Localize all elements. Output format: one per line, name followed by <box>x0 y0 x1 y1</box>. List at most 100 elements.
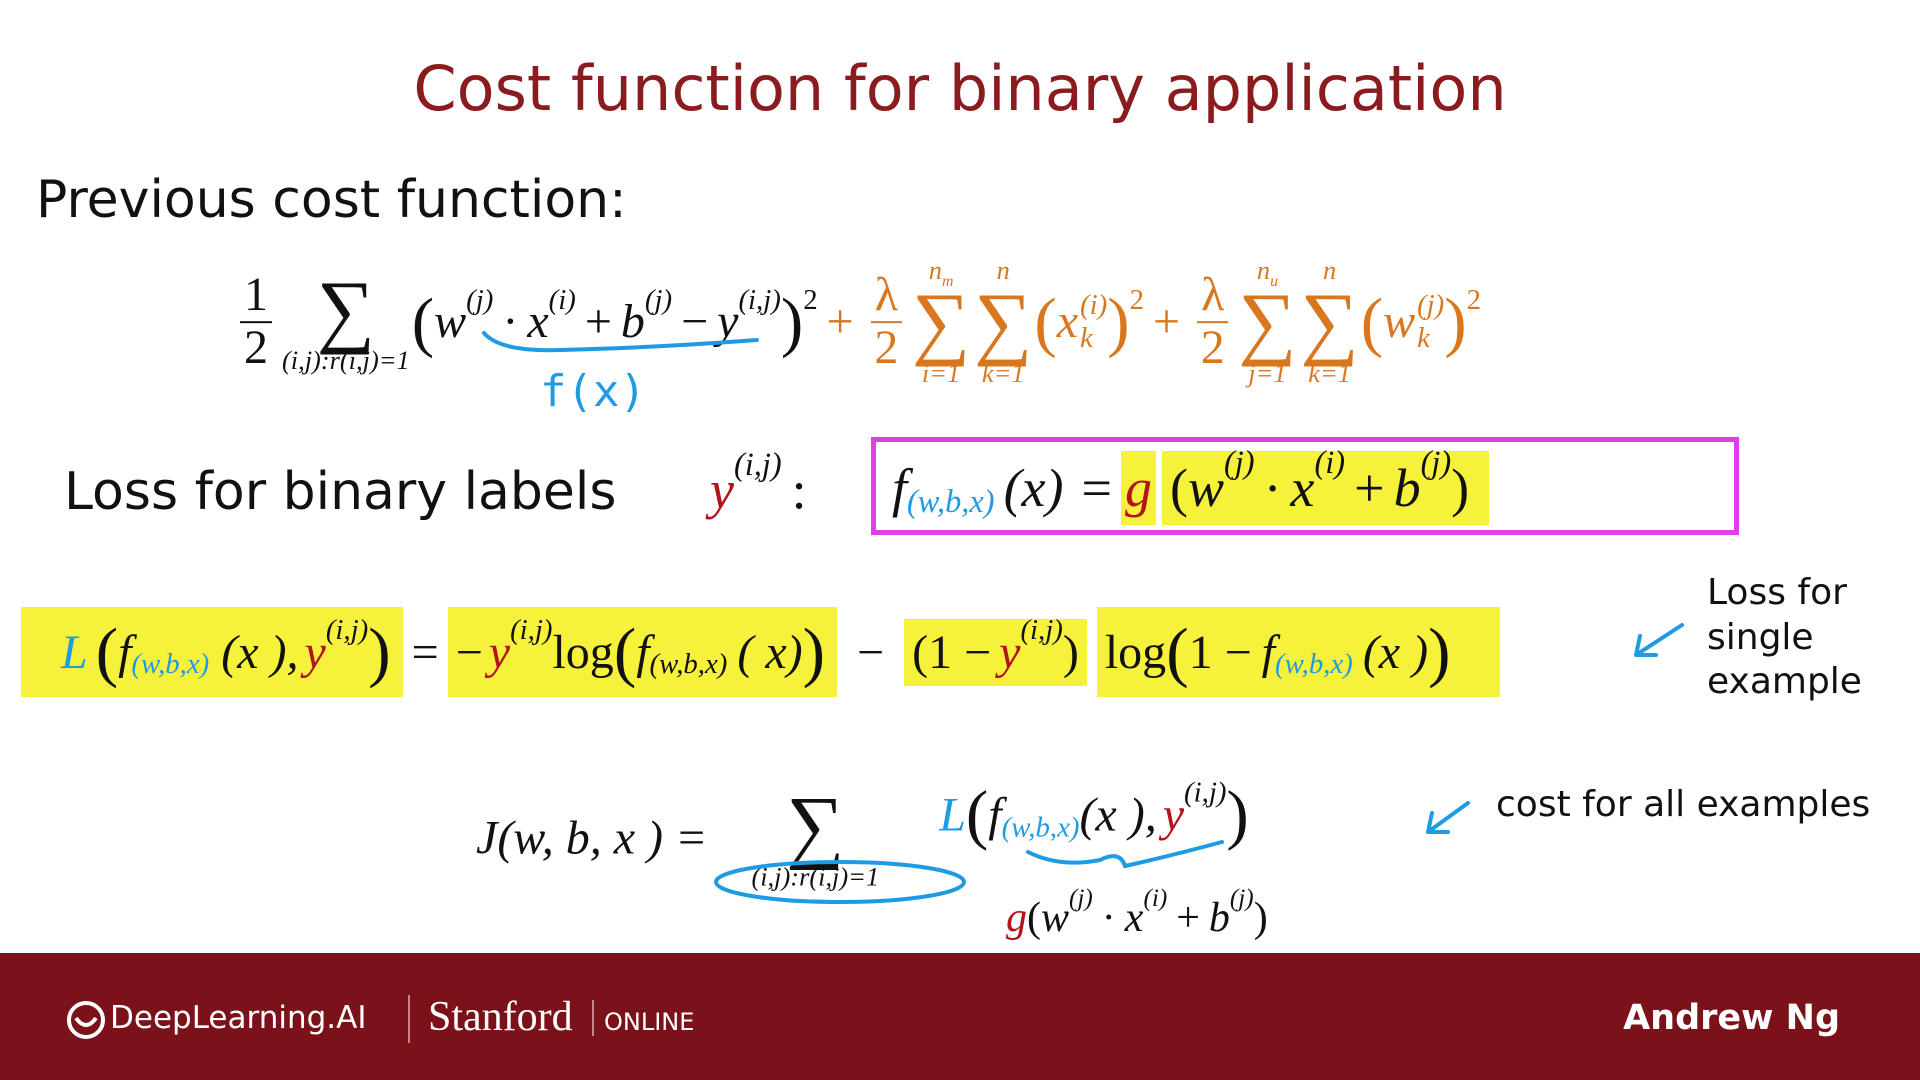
math-symbol: b <box>1208 895 1230 941</box>
logo-icon <box>67 1001 105 1039</box>
handwritten-note: f(x) <box>540 366 646 417</box>
math-symbol: f <box>118 625 132 679</box>
math-symbol: x <box>1290 458 1315 518</box>
math-group: (w (j) · x (i) + b (j) ) <box>1161 445 1490 525</box>
math-symbol: y <box>488 625 511 679</box>
formula: L ( f (w,b,x) (x ), y (i,j) ) = − y (i,j) l… <box>21 607 1501 697</box>
side-note: Loss for <box>1707 572 1847 613</box>
math-symbol: y <box>999 625 1021 679</box>
math-symbol: (x ), <box>221 625 299 679</box>
math-symbol: (1 − <box>912 625 992 679</box>
math-symbol: x <box>1056 295 1079 349</box>
math-symbol: w <box>1383 295 1416 349</box>
math-group: L ( f (w,b,x) (x ), y (i,j) ) <box>21 607 403 697</box>
math-symbol: − <box>857 625 885 679</box>
math-symbol: = <box>1081 458 1112 518</box>
formula: y (i,j): <box>710 447 807 521</box>
math-symbol: (x ) <box>1362 625 1429 679</box>
math-symbol: g <box>1006 895 1027 941</box>
online-text: ONLINE <box>604 1008 695 1036</box>
formula: f (w,b,x) (x) = g (w (j) · x (i) + b (j) ) <box>892 445 1490 525</box>
math-symbol: + <box>1153 295 1181 349</box>
math-symbol: x <box>527 295 549 349</box>
math-symbol: log <box>552 625 614 679</box>
math-symbol: ) <box>1107 284 1130 359</box>
math-symbol: (j) <box>1069 885 1093 913</box>
logo-text: DeepLearning.AI <box>110 1000 367 1036</box>
math-group: (j) k <box>1417 289 1444 355</box>
footer-band <box>0 953 1920 1080</box>
math-symbol: : <box>791 460 807 520</box>
math-symbol: (i,j) <box>738 283 781 316</box>
math-symbol: ) <box>1062 625 1079 679</box>
math-symbol: (i,j):r(i,j)=1 <box>282 345 410 376</box>
math-symbol: ) <box>1253 895 1268 941</box>
math-symbol: ( <box>613 614 637 689</box>
math-symbol: n <box>1323 255 1337 286</box>
math-symbol: − <box>681 295 709 349</box>
math-symbol: (i,j) <box>733 447 782 484</box>
divider <box>408 995 410 1043</box>
math-symbol: w <box>434 295 467 349</box>
math-symbol: ( <box>1169 458 1188 518</box>
math-symbol: (j) <box>644 283 673 316</box>
math-symbol: y <box>1162 788 1185 842</box>
math-symbol: (i) <box>1314 445 1346 482</box>
math-symbol: ) <box>368 614 391 689</box>
math-symbol: (w, b, x ) = <box>497 811 708 865</box>
math-symbol: (j) <box>1420 445 1452 482</box>
math-symbol: 2 <box>874 321 899 374</box>
math-symbol: ( <box>411 284 435 359</box>
math-symbol: (i,j):r(i,j)=1 <box>751 861 880 892</box>
math-symbol: (w,b,x) <box>131 648 210 681</box>
author: Andrew Ng <box>1623 998 1840 1038</box>
math-symbol: j=1 <box>1248 357 1287 388</box>
math-group: ∑ (i,j):r(i,j)=1 <box>751 779 880 892</box>
highlight-box <box>871 437 1739 535</box>
math-symbol: f <box>1261 625 1275 679</box>
math-symbol: (i,j) <box>1184 776 1227 809</box>
math-symbol: w <box>1041 895 1070 941</box>
math-group: (1 − y (i,j) ) <box>904 614 1087 686</box>
math-symbol: y <box>710 460 734 520</box>
math-symbol: b <box>620 295 645 349</box>
section-label: Loss for binary labels <box>64 462 617 522</box>
math-group: L ( f (w,b,x) (x ), y (i,j) ) <box>939 776 1249 854</box>
math-symbol: u <box>1270 273 1278 291</box>
math-symbol: λ <box>1197 270 1229 323</box>
math-group <box>74 1016 98 1027</box>
math-symbol: (i) <box>1080 288 1108 321</box>
math-symbol: = <box>411 625 439 679</box>
math-symbol: ∑ <box>786 779 845 871</box>
math-symbol: · <box>502 295 519 349</box>
math-symbol: k <box>1080 322 1093 354</box>
math-symbol: L <box>939 788 966 842</box>
math-symbol: ( x) <box>737 625 803 679</box>
math-symbol: (w,b,x) <box>1274 648 1353 681</box>
math-symbol: log <box>1104 625 1167 679</box>
math-symbol: f <box>636 625 650 679</box>
math-symbol: ( <box>1027 895 1041 941</box>
math-symbol: w <box>1187 458 1224 518</box>
math-symbol: − <box>455 625 483 679</box>
math-symbol: n <box>1256 255 1271 286</box>
math-symbol: ( <box>1034 284 1057 359</box>
slide-title: Cost function for binary application <box>413 52 1507 125</box>
math-symbol: + <box>1176 895 1200 941</box>
math-symbol: 2 <box>244 321 268 374</box>
math-symbol: (i) <box>548 283 576 316</box>
math-symbol: 2 <box>1129 283 1144 316</box>
stanford-text: Stanford <box>428 994 573 1040</box>
math-symbol: ) <box>1451 458 1470 518</box>
math-symbol: f <box>892 458 908 518</box>
math-group: nu ∑ j=1 <box>1238 255 1296 388</box>
arrow <box>1634 623 1684 657</box>
math-symbol: ) <box>1226 776 1249 852</box>
math-symbol: λ <box>870 270 902 323</box>
math-symbol: f <box>988 788 1002 842</box>
